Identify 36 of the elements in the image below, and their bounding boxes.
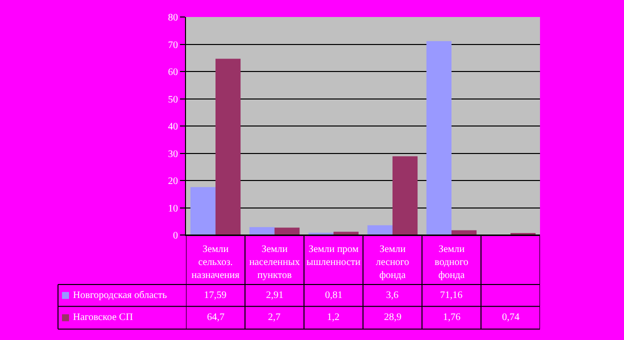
y-tick-label: 10: [168, 203, 178, 214]
y-tick-label: 80: [168, 12, 178, 24]
data-label: 0,81: [325, 290, 342, 301]
x-tick-label: Земли лесного фонда: [376, 244, 410, 281]
bar: [216, 58, 241, 235]
bar: [274, 228, 300, 235]
bar: [190, 187, 216, 235]
data-label: 1,2: [327, 312, 340, 323]
legend-label: Новгородская область: [73, 290, 168, 301]
data-label: 2,7: [268, 312, 280, 323]
x-tick-label: Земли водного фонда: [434, 244, 468, 281]
legend-label: Наговское СП: [73, 312, 133, 323]
data-label: 64,7: [207, 312, 224, 323]
data-label: 3,6: [386, 290, 398, 301]
data-label: 0,74: [502, 312, 520, 323]
y-tick-label: 0: [173, 230, 178, 242]
bar: [452, 230, 477, 235]
bar: [334, 232, 359, 235]
x-tick-label: Земли населенных пунктов: [249, 244, 300, 281]
data-label: 71,16: [440, 290, 462, 301]
y-tick-label: 60: [168, 67, 178, 78]
bar: [426, 41, 452, 235]
data-label: 28,9: [384, 312, 402, 323]
bar: [367, 225, 392, 235]
y-tick-label: 20: [168, 176, 178, 187]
bar: [249, 227, 274, 235]
data-label: 2,91: [266, 290, 284, 301]
data-label: 17,59: [204, 290, 226, 301]
data-label: 1,76: [443, 312, 460, 323]
x-tick-label: Земли промышленности: [306, 244, 362, 268]
x-tick-label: Земли сельхоз. назначения: [192, 244, 240, 281]
y-tick-label: 40: [168, 122, 178, 132]
bar: [392, 156, 418, 235]
y-tick-label: 30: [168, 148, 178, 160]
y-tick-label: 50: [168, 94, 178, 106]
y-tick-label: 70: [168, 40, 178, 51]
